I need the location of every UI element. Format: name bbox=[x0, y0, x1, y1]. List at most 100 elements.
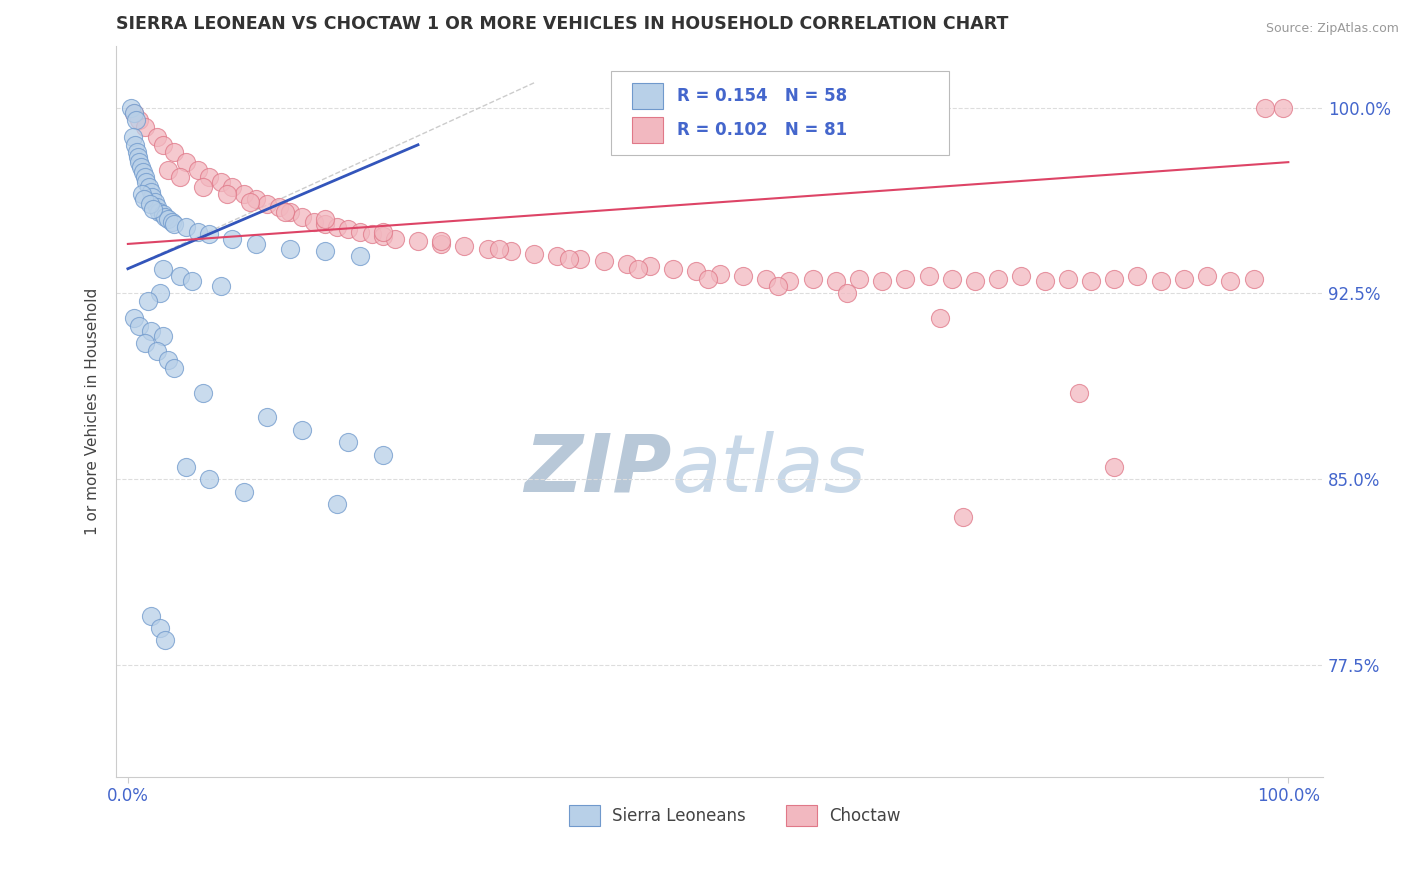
Point bbox=[755, 271, 778, 285]
Point bbox=[122, 105, 145, 120]
Point bbox=[273, 204, 295, 219]
Point bbox=[360, 227, 382, 241]
Point bbox=[1243, 271, 1265, 285]
Point bbox=[1033, 274, 1056, 288]
Point bbox=[232, 187, 254, 202]
Text: ZIP: ZIP bbox=[524, 431, 672, 508]
Point bbox=[146, 343, 169, 358]
Point bbox=[139, 185, 162, 199]
Point bbox=[1069, 385, 1091, 400]
Point bbox=[221, 232, 243, 246]
Point bbox=[662, 261, 685, 276]
Point bbox=[848, 271, 870, 285]
Bar bbox=[631, 117, 664, 143]
Point bbox=[1197, 269, 1219, 284]
Point bbox=[152, 137, 174, 152]
Point bbox=[157, 353, 180, 368]
Point bbox=[198, 169, 221, 184]
Bar bbox=[631, 83, 664, 110]
Point bbox=[1150, 274, 1173, 288]
Point bbox=[987, 271, 1010, 285]
Point bbox=[592, 254, 614, 268]
Point bbox=[169, 269, 191, 284]
Point bbox=[134, 336, 156, 351]
Point bbox=[558, 252, 581, 266]
Point bbox=[523, 247, 546, 261]
Point bbox=[135, 175, 157, 189]
Point bbox=[121, 130, 143, 145]
Point bbox=[152, 261, 174, 276]
Text: Choctaw: Choctaw bbox=[830, 806, 901, 824]
Point bbox=[127, 145, 149, 160]
Point bbox=[314, 217, 336, 231]
Point bbox=[198, 472, 221, 486]
Point bbox=[163, 145, 186, 160]
Point bbox=[894, 271, 917, 285]
Point bbox=[731, 269, 754, 284]
Point bbox=[174, 219, 197, 234]
Point bbox=[373, 448, 395, 462]
Point bbox=[157, 212, 180, 227]
Point bbox=[1056, 271, 1078, 285]
Point bbox=[929, 311, 952, 326]
Point bbox=[837, 286, 859, 301]
Point bbox=[314, 212, 336, 227]
Point bbox=[131, 187, 153, 202]
Point bbox=[143, 194, 166, 209]
Point bbox=[349, 225, 371, 239]
Point bbox=[685, 264, 707, 278]
Bar bbox=[569, 805, 600, 827]
Point bbox=[778, 274, 800, 288]
Point bbox=[139, 197, 162, 211]
Point bbox=[142, 202, 165, 217]
Point bbox=[174, 155, 197, 169]
Point bbox=[209, 175, 232, 189]
Point bbox=[1173, 271, 1195, 285]
Point bbox=[1126, 269, 1149, 284]
Point bbox=[152, 207, 174, 221]
Point bbox=[1104, 460, 1126, 475]
Point bbox=[163, 360, 186, 375]
Point bbox=[267, 200, 290, 214]
Point bbox=[122, 105, 145, 120]
Bar bbox=[786, 805, 817, 827]
Point bbox=[488, 242, 510, 256]
Point bbox=[186, 225, 208, 239]
Y-axis label: 1 or more Vehicles in Household: 1 or more Vehicles in Household bbox=[86, 287, 100, 535]
Point bbox=[128, 318, 150, 333]
Point bbox=[152, 328, 174, 343]
Text: SIERRA LEONEAN VS CHOCTAW 1 OR MORE VEHICLES IN HOUSEHOLD CORRELATION CHART: SIERRA LEONEAN VS CHOCTAW 1 OR MORE VEHI… bbox=[117, 15, 1008, 33]
Text: Source: ZipAtlas.com: Source: ZipAtlas.com bbox=[1265, 22, 1399, 36]
Point bbox=[616, 257, 638, 271]
Point bbox=[766, 279, 789, 293]
Point bbox=[569, 252, 592, 266]
Point bbox=[209, 279, 232, 293]
Point bbox=[132, 165, 155, 179]
Point bbox=[245, 192, 267, 206]
Point bbox=[477, 242, 499, 256]
Point bbox=[138, 180, 160, 194]
Point bbox=[174, 460, 197, 475]
Point bbox=[146, 200, 169, 214]
Point bbox=[824, 274, 846, 288]
Point bbox=[373, 225, 395, 239]
Point bbox=[134, 120, 156, 135]
Point bbox=[160, 214, 183, 228]
Point bbox=[314, 244, 336, 259]
Point bbox=[146, 130, 169, 145]
Point bbox=[256, 197, 278, 211]
Point bbox=[125, 113, 148, 128]
Point bbox=[141, 190, 163, 204]
Point bbox=[627, 261, 650, 276]
Point bbox=[149, 286, 172, 301]
Point bbox=[127, 150, 149, 164]
Point bbox=[163, 217, 186, 231]
Point bbox=[153, 633, 176, 648]
Point bbox=[291, 423, 314, 437]
Point bbox=[1271, 101, 1294, 115]
Point bbox=[245, 236, 267, 251]
Point bbox=[1010, 269, 1032, 284]
Point bbox=[349, 249, 371, 263]
Point bbox=[453, 239, 475, 253]
Point bbox=[186, 162, 208, 177]
